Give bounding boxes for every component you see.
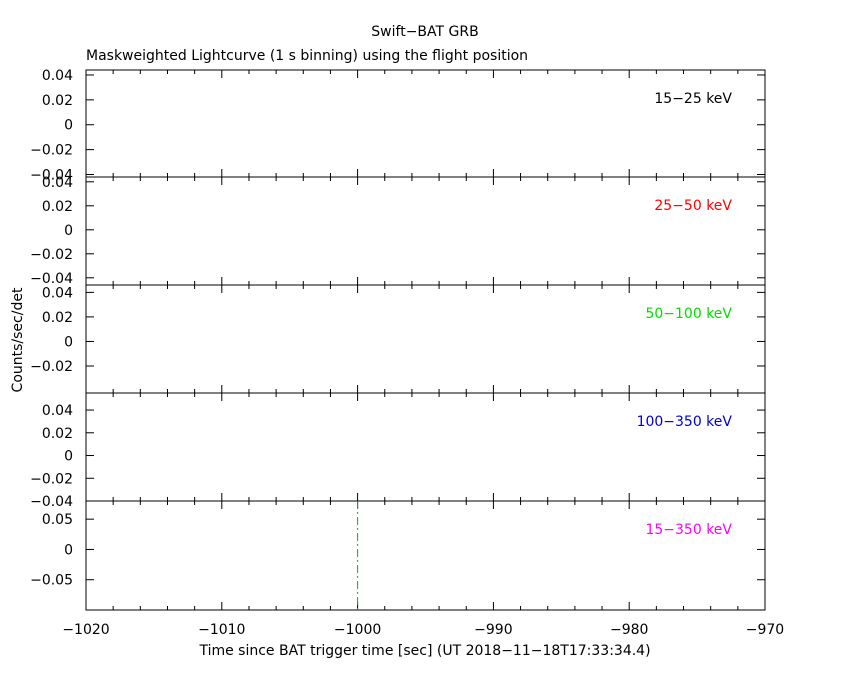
y-tick-label: −0.02 [30, 247, 73, 263]
x-axis-label: Time since BAT trigger time [sec] (UT 20… [198, 643, 650, 659]
x-tick-label: −1020 [62, 622, 109, 638]
y-tick-label: 0 [64, 542, 73, 558]
band-label: 50−100 keV [645, 306, 732, 322]
y-tick-label: 0 [64, 334, 73, 350]
band-label: 15−25 keV [654, 91, 732, 107]
y-axis-label: Counts/sec/det [10, 287, 26, 392]
y-tick-label: −0.04 [30, 271, 73, 287]
y-tick-label: 0 [64, 449, 73, 465]
band-label: 15−350 keV [645, 522, 732, 538]
y-tick-label: 0.04 [42, 285, 73, 301]
y-tick-label: 0.02 [42, 199, 73, 215]
chart-title: Swift−BAT GRB [371, 24, 478, 40]
y-tick-label: 0.02 [42, 310, 73, 326]
y-tick-label: 0 [64, 223, 73, 239]
x-tick-label: −990 [474, 622, 512, 638]
y-tick-label: −0.04 [30, 494, 73, 510]
panel-frame [85, 500, 766, 611]
x-tick-label: −980 [610, 622, 648, 638]
y-tick-label: 0.04 [42, 68, 73, 84]
band-label: 100−350 keV [637, 414, 733, 430]
y-tick-label: −0.02 [30, 359, 73, 375]
x-tick-label: −1010 [198, 622, 245, 638]
panel-frame [85, 284, 766, 394]
panel-frame [85, 176, 766, 286]
y-tick-label: 0.05 [42, 512, 73, 528]
y-tick-label: −0.02 [30, 471, 73, 487]
panels-group: 0.04 0.02 0 −0.02 −0.04 15−25 keV 0.04 0.02 0 −0.… [30, 68, 784, 638]
y-tick-label: 0.02 [42, 93, 73, 109]
y-tick-label: 0 [64, 118, 73, 134]
panel-frame [85, 392, 766, 502]
y-tick-label: −0.02 [30, 143, 73, 159]
panel-frame [85, 69, 766, 178]
chart-subtitle: Maskweighted Lightcurve (1 s binning) us… [86, 48, 528, 64]
y-tick-label: 0.02 [42, 426, 73, 442]
x-tick-label: −1000 [334, 622, 381, 638]
band-label: 25−50 keV [654, 198, 732, 214]
y-tick-label: 0.04 [42, 403, 73, 419]
x-tick-label: −970 [746, 622, 784, 638]
y-tick-label: −0.04 [30, 168, 73, 184]
y-tick-label: −0.05 [30, 573, 73, 589]
y-tick-label: 0.04 [42, 175, 73, 191]
